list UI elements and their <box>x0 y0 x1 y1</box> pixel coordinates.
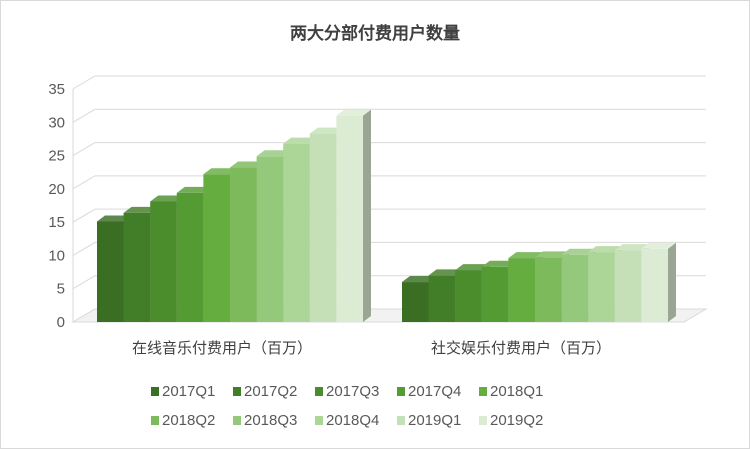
legend-label: 2017Q4 <box>408 383 462 400</box>
gridline <box>72 142 706 157</box>
legend-item: 2018Q4 <box>315 412 397 429</box>
bar <box>535 257 562 322</box>
y-tick-label: 0 <box>57 314 65 331</box>
bar-top <box>588 246 623 253</box>
bar <box>256 156 284 322</box>
legend-swatch <box>397 387 405 396</box>
y-tick-label: 25 <box>48 148 65 165</box>
x-category-label: 社交娱乐付费用户（百万） <box>431 339 611 357</box>
bar <box>123 212 151 322</box>
legend-item: 2018Q2 <box>151 412 233 429</box>
legend-label: 2019Q1 <box>408 412 462 429</box>
bar <box>641 248 668 322</box>
gridline <box>72 175 706 190</box>
bar <box>428 275 456 322</box>
gridline <box>72 241 706 256</box>
legend-label: 2018Q4 <box>326 412 380 429</box>
bar-top <box>428 269 464 276</box>
bar <box>230 167 257 322</box>
legend-label: 2018Q1 <box>490 383 544 400</box>
bar-top <box>230 161 265 168</box>
bar <box>614 250 642 322</box>
legend-item: 2018Q3 <box>233 412 315 429</box>
legend-swatch <box>479 387 487 396</box>
bar <box>455 270 482 322</box>
legend-item: 2017Q1 <box>151 383 233 400</box>
bar-top <box>283 137 318 144</box>
bar <box>336 115 363 322</box>
bar <box>508 258 535 322</box>
bar-top <box>455 264 490 271</box>
legend-label: 2017Q3 <box>326 383 380 400</box>
bar-top <box>176 186 212 193</box>
bar-top <box>309 127 345 134</box>
legend-label: 2018Q2 <box>162 412 216 429</box>
legend-item: 2019Q2 <box>479 412 561 429</box>
bar <box>561 254 589 322</box>
bar-top <box>203 168 238 175</box>
legend-swatch <box>233 387 241 396</box>
bar-top <box>150 195 185 202</box>
bar <box>203 174 230 322</box>
y-tick-label: 35 <box>48 81 65 98</box>
bar <box>402 282 429 322</box>
gridline <box>72 75 706 90</box>
x-category-label: 在线音乐付费用户（百万） <box>132 339 312 357</box>
legend: 2017Q1 2017Q2 2017Q3 2017Q4 2018Q1 2018Q2 2018… <box>151 383 611 429</box>
bar-top <box>402 276 437 283</box>
bar-side <box>363 109 371 322</box>
bar <box>309 133 337 322</box>
legend-item: 2017Q4 <box>397 383 479 400</box>
legend-swatch <box>151 387 159 396</box>
bar <box>150 201 177 322</box>
y-tick-label: 5 <box>57 281 65 298</box>
bar <box>176 192 204 322</box>
bar-top <box>97 215 132 222</box>
legend-label: 2017Q2 <box>244 383 298 400</box>
legend-swatch <box>397 416 405 425</box>
y-tick-label: 20 <box>48 181 65 198</box>
chart-title: 两大分部付费用户数量 <box>290 24 460 44</box>
y-tick-label: 10 <box>48 247 65 264</box>
bar-top <box>508 252 543 259</box>
y-tick-label: 30 <box>48 114 65 131</box>
legend-swatch <box>315 416 323 425</box>
bar-top <box>614 244 650 251</box>
bar-top <box>641 242 676 249</box>
bar-top <box>256 150 292 157</box>
bar <box>588 252 615 322</box>
legend-item: 2019Q1 <box>397 412 479 429</box>
bar-top <box>336 109 371 116</box>
bar-top <box>535 251 570 258</box>
bar-side <box>668 242 676 322</box>
legend-label: 2018Q3 <box>244 412 298 429</box>
gridline <box>72 108 706 123</box>
legend-swatch <box>233 416 241 425</box>
legend-swatch <box>151 416 159 425</box>
legend-swatch <box>315 387 323 396</box>
bar <box>481 266 509 322</box>
legend-item: 2017Q3 <box>315 383 397 400</box>
bar-top <box>561 248 597 255</box>
bar <box>283 143 310 322</box>
legend-label: 2017Q1 <box>162 383 216 400</box>
bar-top <box>123 206 159 213</box>
bar-top <box>481 260 517 267</box>
y-tick-label: 15 <box>48 214 65 231</box>
legend-swatch <box>479 416 487 425</box>
legend-item: 2018Q1 <box>479 383 561 400</box>
legend-label: 2019Q2 <box>490 412 544 429</box>
gridline <box>72 208 706 223</box>
legend-item: 2017Q2 <box>233 383 315 400</box>
bar <box>97 221 124 322</box>
